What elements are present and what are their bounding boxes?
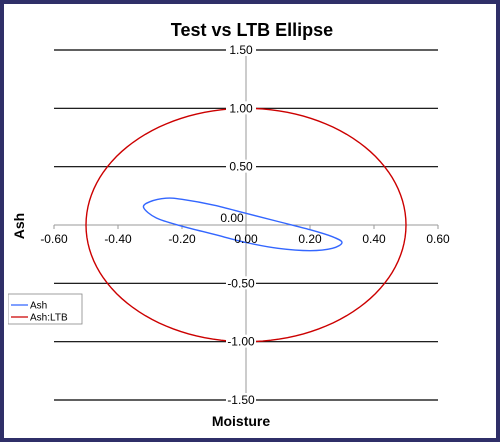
x-tick-label: -0.40 [104, 232, 132, 246]
y-tick-label-bg [226, 393, 256, 406]
y-tick-label-bg [226, 334, 256, 348]
y-tick-label-bg [226, 43, 256, 56]
ellipse-chart: Test vs LTB Ellipse -0.60 -0.40 -0.20 0.00 0… [8, 20, 450, 429]
y-tick-label: -0.50 [227, 276, 255, 290]
legend-label: Ash [30, 301, 47, 312]
y-tick-label: 0.00 [220, 211, 244, 225]
y-tick-label: 1.50 [229, 43, 253, 57]
y-tick-label-bg [226, 276, 256, 290]
series-layer [85, 107, 407, 343]
series-line-ash [142, 197, 343, 252]
legend-label: Ash:LTB [30, 313, 68, 324]
series-line-ash-ltb [85, 107, 407, 343]
x-tick-label: -0.60 [40, 232, 68, 246]
y-tick-label-bg [226, 159, 256, 173]
x-tick-label: 0.40 [362, 232, 386, 246]
y-axis-title: Ash [11, 213, 27, 239]
y-tick-label-bg [226, 101, 256, 115]
tick-labels: -0.60 -0.40 -0.20 0.00 0.20 0.40 0.60 -1.50 -1.0… [40, 43, 450, 407]
y-tick-label: 1.00 [229, 101, 253, 115]
chart-title: Test vs LTB Ellipse [171, 20, 333, 40]
y-tick-label: -1.00 [227, 335, 255, 349]
y-tick-label: -1.50 [227, 393, 255, 407]
x-tick-label: 0.00 [234, 232, 258, 246]
x-tick-label: -0.20 [168, 232, 196, 246]
x-tick-label: 0.60 [426, 232, 450, 246]
x-axis-title: Moisture [212, 413, 271, 429]
x-tick-label: 0.20 [298, 232, 322, 246]
legend-box [8, 293, 83, 325]
y-tick-label: 0.50 [229, 160, 253, 174]
